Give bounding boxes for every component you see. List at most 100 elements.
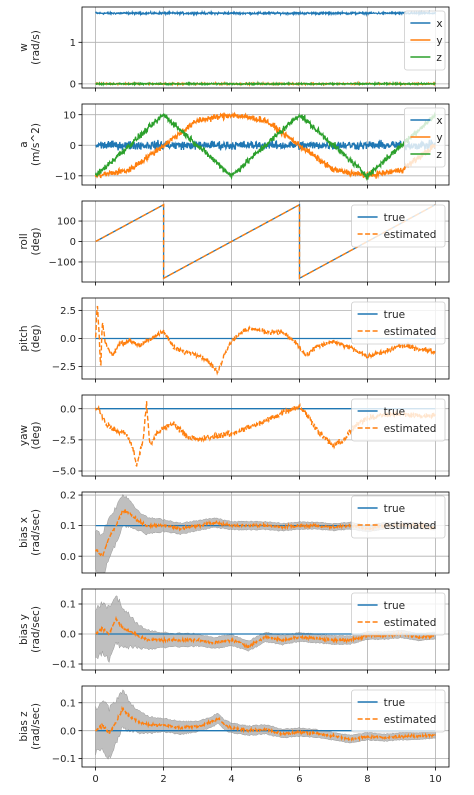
legend: xyz (403, 10, 446, 71)
series-line-estimated (95, 203, 436, 280)
legend-label-true: true (384, 212, 406, 224)
confidence-band (95, 595, 436, 664)
y-axis-label-line2: (rad/sec) (30, 509, 42, 556)
series-line-y (94, 111, 436, 180)
y-tick-label: 0 (70, 237, 76, 248)
legend-box (351, 398, 446, 442)
legend: true estimated (351, 495, 446, 539)
legend: xyz (403, 107, 446, 168)
legend-label-true: true (384, 309, 406, 321)
series-line-z (95, 80, 436, 87)
y-tick-label: −2.5 (52, 435, 76, 446)
x-tick-label: 10 (429, 774, 442, 785)
subplot-7: −0.1 0.0 0.1 bias y(rad/sec) true estimated (18, 588, 450, 674)
y-tick-label: −10 (55, 171, 76, 182)
y-axis-label-line2: (deg) (30, 228, 42, 256)
series-line-estimated (94, 401, 437, 467)
y-tick-label: −2.5 (52, 362, 76, 373)
axes-frame (81, 6, 450, 89)
y-axis-label-line1: w (18, 43, 30, 52)
legend-label-z: z (436, 149, 442, 161)
legend-label-true: true (384, 600, 406, 612)
y-tick-label: 0.1 (60, 521, 76, 532)
y-tick-label: 0 (70, 79, 76, 90)
y-axis-label-line2: (m/s^2) (30, 123, 42, 166)
y-tick-label: 0 (70, 141, 76, 152)
legend-box (351, 301, 446, 345)
series-line-estimated (94, 305, 436, 376)
series-line-z (94, 111, 437, 182)
axes-frame (81, 685, 450, 768)
subplot-1: 0 1 w(rad/s) xyz (18, 6, 450, 92)
subplot-8: −0.1 0.0 0.1 0 2 4 6 8 10 bias z(rad/sec) true esti… (18, 685, 450, 785)
legend-label-estimated: estimated (384, 520, 437, 532)
legend: true estimated (351, 689, 446, 733)
y-tick-label: 100 (57, 217, 76, 228)
axes-frame (81, 588, 450, 671)
y-tick-label: 0.1 (60, 698, 76, 709)
y-axis-label-line1: bias x (18, 517, 30, 548)
legend-label-y: y (436, 132, 442, 144)
y-axis-label-line1: roll (18, 233, 30, 249)
x-tick-label: 4 (228, 774, 234, 785)
y-tick-label: 0.0 (60, 552, 76, 563)
legend-box (351, 204, 446, 248)
legend: true estimated (351, 398, 446, 442)
y-axis-label: bias x(rad/sec) (18, 509, 42, 556)
legend-box (351, 592, 446, 636)
legend: true estimated (351, 301, 446, 345)
legend-label-estimated: estimated (384, 229, 437, 241)
y-tick-label: 0.0 (60, 334, 76, 345)
legend-label-estimated: estimated (384, 423, 437, 435)
y-axis-label-line2: (rad/sec) (30, 606, 42, 653)
y-tick-label: 1 (70, 38, 76, 49)
legend-box (351, 689, 446, 733)
y-tick-label: 0.2 (60, 491, 76, 502)
axes-frame (81, 491, 450, 574)
x-tick-label: 2 (160, 774, 166, 785)
legend-label-true: true (384, 503, 406, 515)
y-axis-label-line1: a (18, 141, 30, 147)
y-axis-label: bias z(rad/sec) (18, 703, 42, 750)
y-tick-label: 2.5 (60, 306, 76, 317)
series-line-x (95, 139, 436, 151)
legend: true estimated (351, 592, 446, 636)
plot-area (94, 111, 437, 182)
y-axis-label-line2: (deg) (30, 325, 42, 353)
y-axis-label: bias y(rad/sec) (18, 606, 42, 653)
subplot-6: 0.0 0.1 0.2 bias x(rad/sec) true estimated (18, 491, 450, 577)
plot-area (95, 203, 436, 280)
y-axis-label-line1: yaw (18, 424, 30, 446)
y-axis-label: a(m/s^2) (18, 123, 42, 166)
series-line-x (95, 9, 437, 17)
subplot-4: −2.5 0.0 2.5 pitch(deg) true estimated (18, 297, 450, 383)
x-tick-label: 8 (364, 774, 370, 785)
y-tick-label: −5.0 (52, 467, 76, 478)
y-axis-label: w(rad/s) (18, 30, 42, 65)
subplot-2: −10 0 10 a(m/s^2) xyz (18, 103, 450, 189)
y-tick-label: 0.0 (60, 630, 76, 641)
axes-frame (81, 103, 450, 186)
legend-label-estimated: estimated (384, 714, 437, 726)
confidence-band (95, 689, 436, 760)
y-tick-label: 0.0 (60, 404, 76, 415)
axes-frame (81, 394, 450, 477)
y-axis-label-line1: pitch (18, 325, 30, 351)
y-axis-label-line2: (deg) (30, 422, 42, 450)
legend-label-estimated: estimated (384, 326, 437, 338)
y-tick-label: 0.0 (60, 726, 76, 737)
series-line-estimated (95, 615, 436, 650)
plot-area (95, 9, 437, 87)
y-axis-label: pitch(deg) (18, 325, 42, 353)
x-tick-label: 0 (92, 774, 98, 785)
series-line-estimated (94, 705, 437, 742)
legend-box (351, 495, 446, 539)
legend-label-estimated: estimated (384, 617, 437, 629)
y-tick-label: 0.1 (60, 600, 76, 611)
legend: true estimated (351, 204, 446, 248)
y-axis-label: roll(deg) (18, 228, 42, 256)
y-axis-label-line1: bias y (18, 614, 30, 645)
legend-label-true: true (384, 406, 406, 418)
legend-label-z: z (436, 52, 442, 64)
